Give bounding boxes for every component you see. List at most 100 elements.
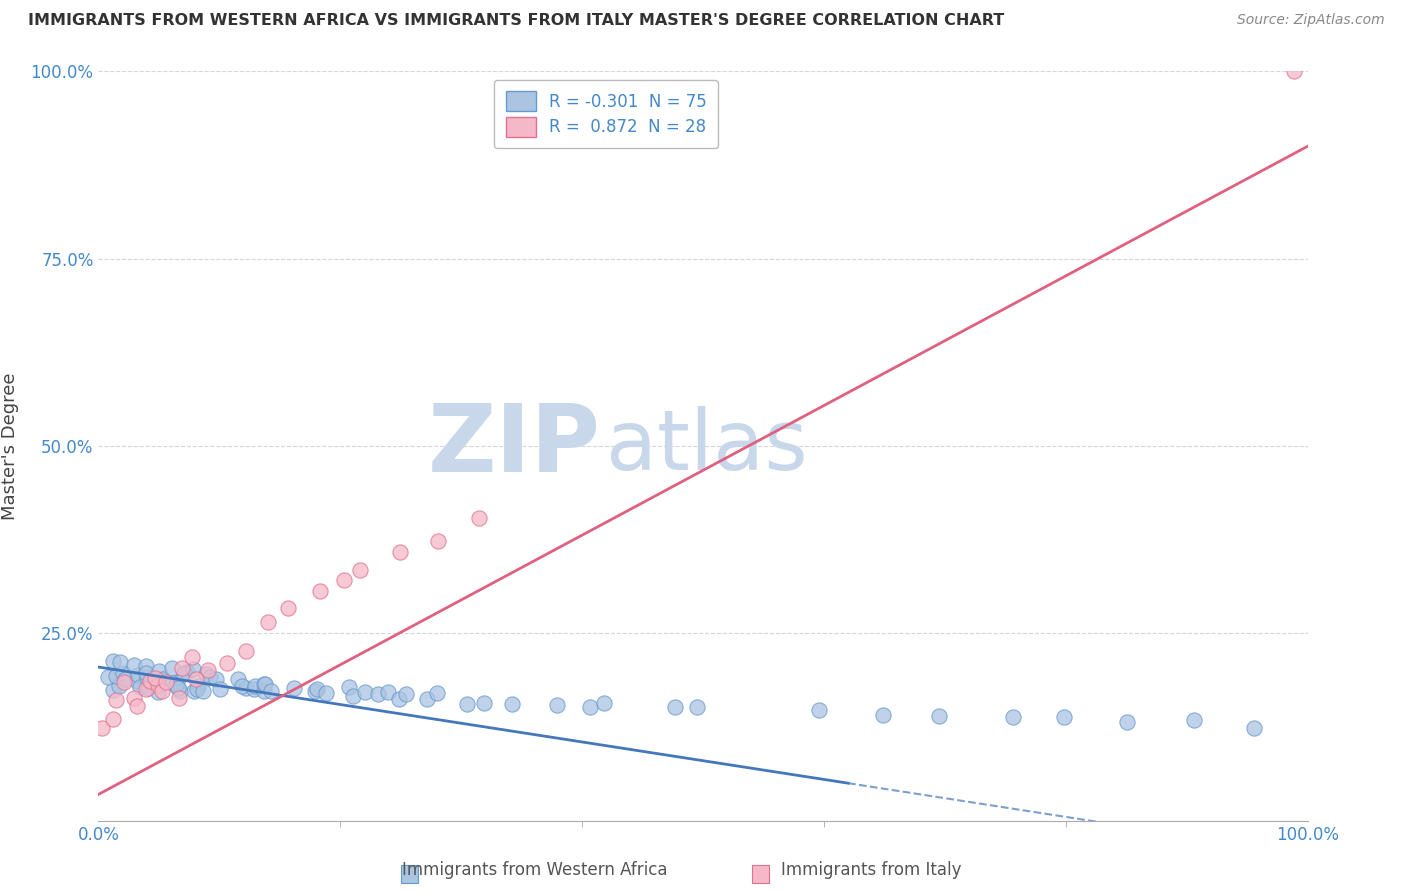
- Point: [235, 643, 257, 657]
- Point: [197, 664, 219, 678]
- Point: [150, 684, 173, 698]
- Point: [90, 721, 112, 735]
- Point: [181, 662, 204, 676]
- Point: [456, 697, 478, 711]
- Legend: R = -0.301  N = 75, R =  0.872  N = 28: R = -0.301 N = 75, R = 0.872 N = 28: [494, 79, 718, 148]
- Y-axis label: Master's Degree: Master's Degree: [1, 372, 20, 520]
- Point: [160, 661, 183, 675]
- Point: [304, 684, 326, 698]
- Point: [354, 685, 377, 699]
- Point: [468, 511, 491, 525]
- Point: [187, 679, 209, 693]
- Point: [135, 659, 157, 673]
- Point: [1053, 709, 1076, 723]
- Point: [309, 583, 332, 598]
- Point: [112, 674, 135, 689]
- Point: [256, 615, 278, 629]
- Point: [127, 674, 149, 689]
- Point: [107, 679, 129, 693]
- Point: [152, 672, 174, 686]
- Point: [1115, 714, 1137, 729]
- Point: [198, 670, 221, 684]
- Point: [169, 684, 191, 698]
- Text: ZIP: ZIP: [427, 400, 600, 492]
- Point: [472, 696, 495, 710]
- Point: [416, 691, 439, 706]
- Point: [172, 661, 194, 675]
- Point: [205, 672, 228, 686]
- Point: [167, 681, 190, 696]
- Point: [231, 679, 253, 693]
- Point: [253, 677, 276, 691]
- Point: [103, 712, 125, 726]
- Point: [339, 680, 361, 694]
- Point: [148, 673, 170, 687]
- Point: [253, 683, 276, 698]
- Point: [242, 681, 264, 696]
- Point: [332, 573, 354, 587]
- Point: [389, 545, 412, 559]
- Point: [349, 563, 371, 577]
- Point: [101, 683, 124, 698]
- Point: [1182, 714, 1205, 728]
- Point: [183, 684, 205, 698]
- Text: IMMIGRANTS FROM WESTERN AFRICA VS IMMIGRANTS FROM ITALY MASTER'S DEGREE CORRELAT: IMMIGRANTS FROM WESTERN AFRICA VS IMMIGR…: [28, 13, 1004, 29]
- Point: [195, 667, 218, 681]
- Point: [579, 699, 602, 714]
- Point: [135, 681, 157, 696]
- Point: [807, 703, 830, 717]
- Point: [235, 681, 257, 695]
- Point: [1243, 721, 1265, 735]
- Point: [377, 685, 399, 699]
- Point: [872, 708, 894, 723]
- Point: [108, 655, 131, 669]
- Point: [283, 681, 305, 696]
- Point: [593, 697, 616, 711]
- Point: [260, 683, 283, 698]
- Point: [148, 678, 170, 692]
- Point: [129, 680, 152, 694]
- Text: Immigrants from Italy: Immigrants from Italy: [782, 861, 962, 879]
- Point: [217, 657, 239, 671]
- Point: [277, 600, 299, 615]
- Point: [165, 678, 187, 692]
- Point: [122, 658, 145, 673]
- Point: [176, 665, 198, 679]
- Point: [105, 692, 128, 706]
- Point: [426, 533, 449, 548]
- Point: [181, 649, 204, 664]
- Point: [105, 669, 128, 683]
- Point: [1001, 710, 1024, 724]
- Point: [143, 671, 166, 685]
- Point: [243, 679, 266, 693]
- Point: [111, 665, 134, 680]
- Point: [125, 698, 148, 713]
- Point: [425, 685, 447, 699]
- Text: Source: ZipAtlas.com: Source: ZipAtlas.com: [1237, 13, 1385, 28]
- Point: [155, 674, 177, 689]
- Point: [307, 682, 329, 697]
- Point: [186, 681, 208, 696]
- Point: [208, 681, 231, 696]
- Point: [501, 698, 523, 712]
- Point: [546, 698, 568, 712]
- Point: [148, 664, 170, 678]
- Point: [135, 665, 157, 680]
- Point: [146, 684, 169, 698]
- Point: [167, 690, 190, 705]
- Point: [173, 666, 195, 681]
- Text: Immigrants from Western Africa: Immigrants from Western Africa: [402, 861, 666, 879]
- Point: [1284, 64, 1306, 78]
- Point: [139, 673, 162, 688]
- Point: [315, 686, 337, 700]
- Point: [127, 668, 149, 682]
- Point: [228, 672, 250, 686]
- Point: [114, 673, 136, 687]
- Point: [367, 687, 389, 701]
- Point: [186, 672, 208, 686]
- Point: [686, 699, 709, 714]
- Text: atlas: atlas: [606, 406, 808, 486]
- Point: [136, 681, 159, 695]
- Point: [664, 699, 686, 714]
- Point: [342, 689, 364, 703]
